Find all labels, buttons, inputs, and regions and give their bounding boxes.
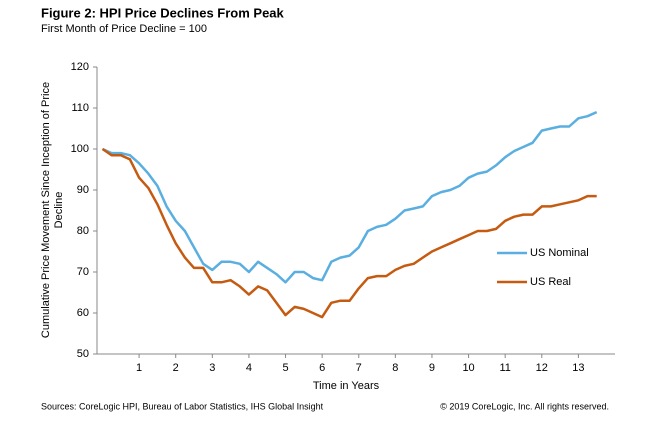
y-tick-label: 120 xyxy=(71,61,89,73)
x-tick-label: 12 xyxy=(536,362,548,374)
y-tick-label: 60 xyxy=(77,307,89,319)
x-tick-label: 10 xyxy=(462,362,474,374)
series-line xyxy=(101,110,598,284)
legend-label: US Real xyxy=(530,276,571,288)
x-axis-label: Time in Years xyxy=(313,380,380,392)
x-tick-label: 6 xyxy=(319,362,325,374)
legend-label: US Nominal xyxy=(530,247,589,259)
x-tick-label: 4 xyxy=(246,362,252,374)
copyright: © 2019 CoreLogic, Inc. All rights reserv… xyxy=(440,401,609,411)
chart-subtitle: First Month of Price Decline = 100 xyxy=(41,23,207,35)
y-tick-label: 90 xyxy=(77,184,89,196)
x-tick-label: 5 xyxy=(282,362,288,374)
y-tick-label: 110 xyxy=(71,102,89,114)
y-tick-label: 70 xyxy=(77,266,89,278)
source-note: Sources: CoreLogic HPI, Bureau of Labor … xyxy=(41,401,324,411)
x-tick-label: 9 xyxy=(429,362,435,374)
y-axis-label-line: Cumulative Price Movement Since Inceptio… xyxy=(40,82,52,338)
y-tick-label: 80 xyxy=(77,225,89,237)
x-tick-label: 2 xyxy=(173,362,179,374)
y-tick-label: 50 xyxy=(77,348,89,360)
y-tick-label: 100 xyxy=(71,143,89,155)
y-axis-label: Cumulative Price Movement Since Inceptio… xyxy=(40,82,65,338)
series-line xyxy=(101,147,597,319)
chart-title: Figure 2: HPI Price Declines From Peak xyxy=(41,5,285,20)
x-tick-label: 8 xyxy=(392,362,398,374)
x-tick-label: 7 xyxy=(356,362,362,374)
x-tick-label: 3 xyxy=(209,362,215,374)
y-axis-label-line: Decline xyxy=(53,192,65,229)
x-tick-label: 1 xyxy=(136,362,142,374)
x-tick-label: 13 xyxy=(572,362,584,374)
x-tick-label: 11 xyxy=(499,362,510,374)
